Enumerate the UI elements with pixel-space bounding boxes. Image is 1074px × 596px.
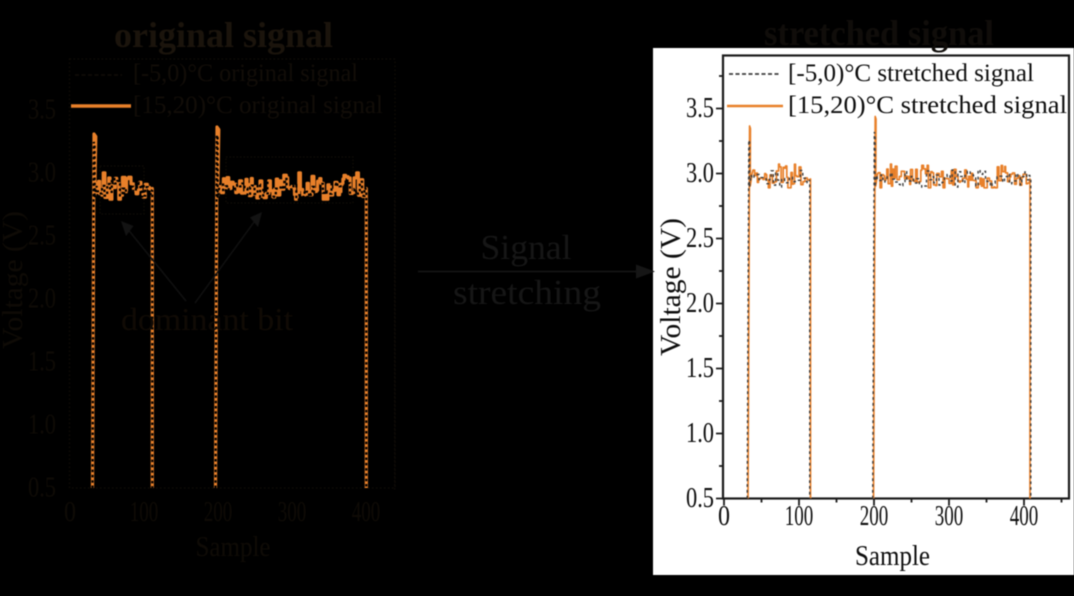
svg-text:300: 300 [935,501,964,532]
svg-text:1.5: 1.5 [686,353,714,384]
svg-text:3.5: 3.5 [28,95,56,126]
svg-text:2.5: 2.5 [686,223,714,254]
svg-text:Signal: Signal [481,228,572,267]
svg-text:dominant bit: dominant bit [121,301,293,337]
svg-text:0.5: 0.5 [28,473,56,504]
svg-text:300: 300 [278,497,307,528]
svg-text:stretched signal: stretched signal [764,13,994,53]
svg-text:1.5: 1.5 [28,347,56,378]
svg-text:Sample: Sample [196,531,271,563]
svg-text:[15,20)°C stretched signal: [15,20)°C stretched signal [788,92,1067,119]
svg-text:stretching: stretching [453,273,601,312]
svg-text:3.5: 3.5 [686,93,714,124]
svg-text:400: 400 [1010,501,1039,532]
svg-text:2.5: 2.5 [28,221,56,252]
svg-text:200: 200 [204,497,233,528]
svg-text:100: 100 [130,497,159,528]
svg-text:400: 400 [352,497,381,528]
svg-text:1.0: 1.0 [686,418,714,449]
svg-text:[-5,0)°C stretched signal: [-5,0)°C stretched signal [788,60,1034,87]
svg-text:0.5: 0.5 [686,483,714,514]
svg-text:2.0: 2.0 [686,288,714,319]
svg-text:Voltage (V): Voltage (V) [655,218,687,356]
svg-text:0: 0 [64,497,76,528]
svg-text:Sample: Sample [855,540,930,572]
svg-text:[15,20)°C original signal: [15,20)°C original signal [133,92,383,119]
svg-text:0: 0 [718,501,730,532]
svg-text:1.0: 1.0 [28,410,56,441]
svg-text:[-5,0)°C original signal: [-5,0)°C original signal [133,60,358,87]
svg-text:3.0: 3.0 [686,158,714,189]
svg-text:2.0: 2.0 [28,284,56,315]
svg-text:Voltage (V): Voltage (V) [0,211,29,349]
svg-text:original signal: original signal [114,15,333,55]
svg-text:100: 100 [785,501,814,532]
svg-text:3.0: 3.0 [28,158,56,189]
svg-text:200: 200 [860,501,889,532]
